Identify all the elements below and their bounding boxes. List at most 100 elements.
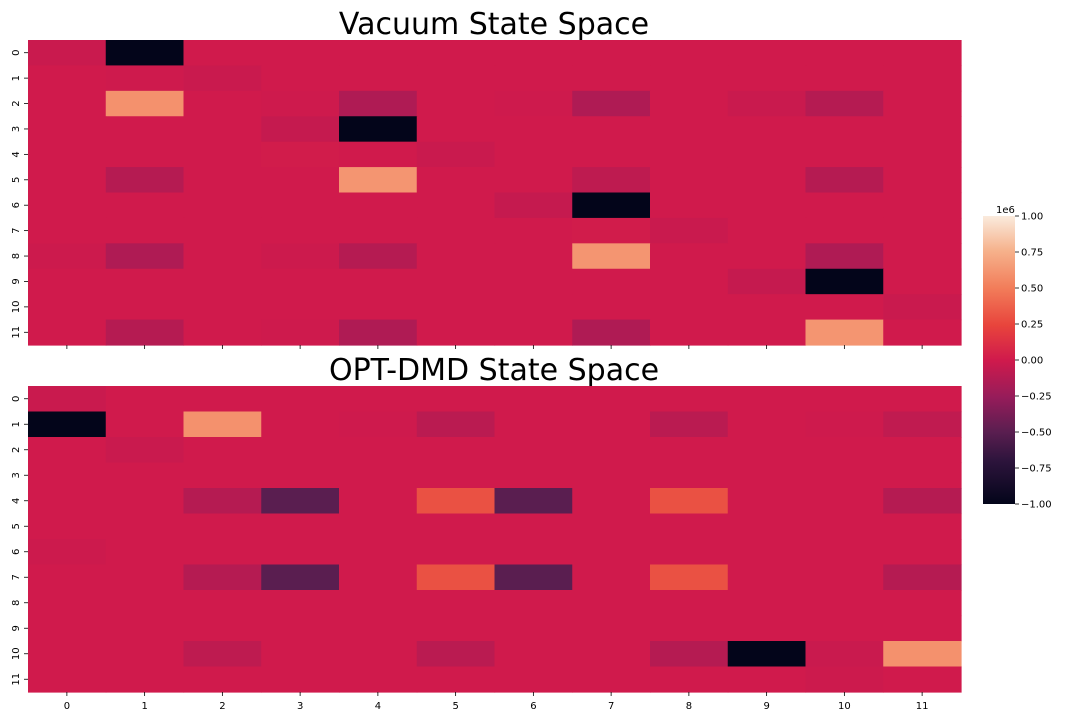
optdmd-row-tick-label: 7 <box>11 574 22 580</box>
optdmd-cell-r4-c1 <box>105 488 185 515</box>
vacuum-cell-r5-c11 <box>883 167 962 194</box>
optdmd-row-tick-label: 4 <box>11 498 22 504</box>
optdmd-cell-r9-c4 <box>339 615 418 642</box>
optdmd-cell-r11-c3 <box>261 666 340 693</box>
optdmd-cell-r2-c9 <box>727 437 807 464</box>
optdmd-cell-r10-c11 <box>883 641 962 668</box>
vacuum-row-tick-label: 10 <box>11 301 22 314</box>
optdmd-cell-r6-c7 <box>572 539 651 566</box>
colorbar-tick-label: 0.75 <box>1021 248 1043 259</box>
optdmd-cell-r8-c0 <box>28 590 107 617</box>
vacuum-cell-r6-c7 <box>572 192 651 219</box>
vacuum-cell-r6-c8 <box>650 192 729 219</box>
vacuum-cell-r10-c4 <box>339 294 418 321</box>
vacuum-col-ticks <box>66 345 923 349</box>
colorbar-tick-label: 1.00 <box>1021 212 1043 223</box>
vacuum-row-tick-label: 3 <box>11 126 22 132</box>
optdmd-cell-r9-c11 <box>883 615 962 642</box>
optdmd-col-tick-label: 4 <box>375 701 381 712</box>
optdmd-cell-r3-c5 <box>416 462 496 489</box>
vacuum-cell-r6-c4 <box>339 192 418 219</box>
optdmd-cell-r7-c3 <box>261 564 340 591</box>
optdmd-cell-r10-c10 <box>805 641 884 668</box>
vacuum-cell-r2-c7 <box>572 90 651 117</box>
optdmd-col-tick-label: 8 <box>686 701 692 712</box>
optdmd-cell-r3-c9 <box>727 462 807 489</box>
optdmd-cell-r10-c0 <box>28 641 107 668</box>
optdmd-cell-r0-c6 <box>494 386 573 413</box>
vacuum-cell-r11-c6 <box>494 319 573 346</box>
vacuum-cell-r8-c9 <box>727 243 807 270</box>
vacuum-cell-r11-c4 <box>339 319 418 346</box>
optdmd-heatmap-cells <box>28 386 962 693</box>
optdmd-row-tick-label: 5 <box>11 523 22 529</box>
optdmd-row-tick-label: 1 <box>11 421 22 427</box>
vacuum-cell-r7-c9 <box>727 217 807 244</box>
vacuum-cell-r6-c3 <box>261 192 340 219</box>
optdmd-cell-r10-c4 <box>339 641 418 668</box>
optdmd-cell-r10-c7 <box>572 641 651 668</box>
optdmd-row-tick-label: 2 <box>11 447 22 453</box>
optdmd-cell-r0-c2 <box>183 386 262 413</box>
vacuum-cell-r1-c6 <box>494 65 573 92</box>
optdmd-cell-r1-c1 <box>105 411 185 438</box>
vacuum-cell-r5-c6 <box>494 167 573 194</box>
colorbar: 1e6 1.00 0.75 0.50 0.25 0.00 −0.25 −0.50 −0.75 −… <box>983 205 1052 511</box>
vacuum-cell-r11-c1 <box>105 319 185 346</box>
vacuum-cell-r4-c2 <box>183 141 262 168</box>
optdmd-cell-r1-c7 <box>572 411 651 438</box>
optdmd-cell-r5-c11 <box>883 513 962 540</box>
vacuum-row-tick-label: 1 <box>11 75 22 81</box>
optdmd-cell-r8-c6 <box>494 590 573 617</box>
optdmd-cell-r1-c6 <box>494 411 573 438</box>
optdmd-cell-r10-c5 <box>416 641 496 668</box>
optdmd-cell-r6-c1 <box>105 539 185 566</box>
colorbar-tick-label: −0.25 <box>1021 392 1052 403</box>
optdmd-cell-r3-c6 <box>494 462 573 489</box>
optdmd-cell-r11-c0 <box>28 666 107 693</box>
vacuum-cell-r2-c4 <box>339 90 418 117</box>
optdmd-cell-r2-c3 <box>261 437 340 464</box>
vacuum-cell-r6-c0 <box>28 192 107 219</box>
vacuum-cell-r3-c4 <box>339 116 418 143</box>
optdmd-cell-r2-c7 <box>572 437 651 464</box>
colorbar-scale-label: 1e6 <box>996 205 1015 216</box>
vacuum-cell-r9-c10 <box>805 268 884 295</box>
optdmd-col-tick-label: 3 <box>297 701 303 712</box>
vacuum-cell-r7-c4 <box>339 217 418 244</box>
optdmd-chart-title: OPT-DMD State Space <box>329 353 659 388</box>
optdmd-cell-r11-c8 <box>650 666 729 693</box>
optdmd-cell-r1-c9 <box>727 411 807 438</box>
optdmd-cell-r5-c10 <box>805 513 884 540</box>
vacuum-cell-r3-c9 <box>727 116 807 143</box>
vacuum-cell-r8-c1 <box>105 243 185 270</box>
vacuum-cell-r0-c10 <box>805 40 884 67</box>
optdmd-cell-r6-c5 <box>416 539 496 566</box>
vacuum-cell-r3-c7 <box>572 116 651 143</box>
optdmd-cell-r2-c0 <box>28 437 107 464</box>
optdmd-cell-r6-c4 <box>339 539 418 566</box>
optdmd-cell-r0-c3 <box>261 386 340 413</box>
colorbar-tick-label: 0.25 <box>1021 320 1043 331</box>
vacuum-cell-r9-c3 <box>261 268 340 295</box>
optdmd-cell-r2-c10 <box>805 437 884 464</box>
optdmd-cell-r9-c8 <box>650 615 729 642</box>
optdmd-cell-r11-c1 <box>105 666 185 693</box>
colorbar-tick-label: −0.50 <box>1021 428 1052 439</box>
vacuum-cell-r2-c3 <box>261 90 340 117</box>
optdmd-col-tick-label: 7 <box>608 701 614 712</box>
vacuum-cell-r7-c2 <box>183 217 262 244</box>
vacuum-cell-r4-c11 <box>883 141 962 168</box>
optdmd-cell-r6-c9 <box>727 539 807 566</box>
vacuum-cell-r4-c1 <box>105 141 185 168</box>
optdmd-cell-r11-c2 <box>183 666 262 693</box>
vacuum-cell-r3-c10 <box>805 116 884 143</box>
vacuum-row-tick-label: 7 <box>11 227 22 233</box>
vacuum-cell-r1-c0 <box>28 65 107 92</box>
vacuum-cell-r0-c5 <box>416 40 496 67</box>
vacuum-cell-r11-c9 <box>727 319 807 346</box>
optdmd-cell-r2-c2 <box>183 437 262 464</box>
vacuum-cell-r3-c6 <box>494 116 573 143</box>
vacuum-cell-r9-c0 <box>28 268 107 295</box>
optdmd-cell-r5-c7 <box>572 513 651 540</box>
